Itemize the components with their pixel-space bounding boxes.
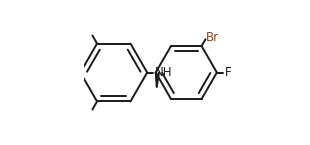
Text: F: F: [224, 66, 231, 79]
Text: NH: NH: [155, 66, 172, 79]
Text: Br: Br: [206, 31, 219, 44]
